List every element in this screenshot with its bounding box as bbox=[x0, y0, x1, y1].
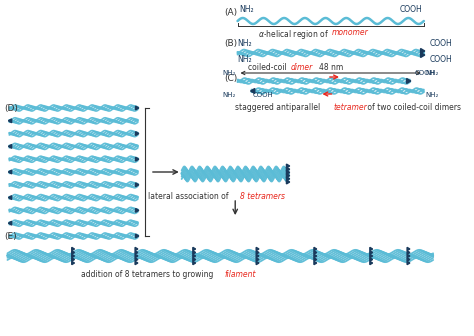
Text: NH₂: NH₂ bbox=[426, 70, 439, 76]
Polygon shape bbox=[193, 258, 196, 261]
Polygon shape bbox=[407, 79, 411, 83]
Text: dimer: dimer bbox=[291, 63, 313, 72]
Text: COOH: COOH bbox=[429, 39, 452, 48]
Text: of two coiled-coil dimers: of two coiled-coil dimers bbox=[365, 103, 461, 112]
Polygon shape bbox=[136, 157, 139, 161]
Polygon shape bbox=[407, 254, 410, 258]
Text: COOH: COOH bbox=[429, 55, 452, 64]
Polygon shape bbox=[72, 261, 74, 265]
Text: coiled-coil: coiled-coil bbox=[247, 63, 289, 72]
Polygon shape bbox=[420, 52, 425, 57]
Text: (B): (B) bbox=[225, 39, 237, 48]
Polygon shape bbox=[72, 258, 74, 261]
Polygon shape bbox=[286, 174, 290, 177]
Polygon shape bbox=[193, 254, 196, 258]
Polygon shape bbox=[135, 251, 138, 254]
Text: lateral association of: lateral association of bbox=[148, 192, 230, 201]
Polygon shape bbox=[314, 258, 317, 261]
Polygon shape bbox=[314, 254, 317, 258]
Polygon shape bbox=[9, 196, 12, 200]
Polygon shape bbox=[136, 106, 139, 110]
Polygon shape bbox=[136, 234, 139, 238]
Text: monomer: monomer bbox=[332, 28, 368, 37]
Polygon shape bbox=[135, 258, 138, 261]
Text: tetramer: tetramer bbox=[334, 103, 367, 112]
Text: NH₂: NH₂ bbox=[222, 70, 236, 76]
Polygon shape bbox=[286, 180, 290, 184]
Text: (A): (A) bbox=[225, 8, 237, 17]
Polygon shape bbox=[286, 167, 290, 171]
Text: filament: filament bbox=[225, 270, 256, 279]
Polygon shape bbox=[286, 177, 290, 181]
Polygon shape bbox=[286, 170, 290, 174]
Text: COOH: COOH bbox=[399, 5, 422, 14]
Text: (E): (E) bbox=[5, 232, 17, 241]
Polygon shape bbox=[193, 247, 196, 251]
Polygon shape bbox=[9, 119, 12, 123]
Text: NH₂: NH₂ bbox=[237, 39, 252, 48]
Polygon shape bbox=[256, 254, 259, 258]
Polygon shape bbox=[370, 258, 373, 261]
Text: NH₂: NH₂ bbox=[237, 55, 252, 64]
Polygon shape bbox=[370, 254, 373, 258]
Polygon shape bbox=[370, 251, 373, 254]
Polygon shape bbox=[256, 258, 259, 261]
Polygon shape bbox=[407, 247, 410, 251]
Polygon shape bbox=[420, 48, 425, 53]
Text: 8 tetramers: 8 tetramers bbox=[240, 192, 285, 201]
Polygon shape bbox=[193, 251, 196, 254]
Text: COOH: COOH bbox=[415, 70, 435, 76]
Text: (C): (C) bbox=[225, 74, 238, 83]
Polygon shape bbox=[286, 164, 290, 168]
Text: addition of 8 tetramers to growing: addition of 8 tetramers to growing bbox=[81, 270, 216, 279]
Polygon shape bbox=[370, 261, 373, 265]
Polygon shape bbox=[407, 251, 410, 254]
Polygon shape bbox=[135, 247, 138, 251]
Polygon shape bbox=[193, 261, 196, 265]
Text: (D): (D) bbox=[5, 104, 18, 113]
Polygon shape bbox=[136, 183, 139, 187]
Polygon shape bbox=[9, 170, 12, 174]
Polygon shape bbox=[256, 261, 259, 265]
Text: NH₂: NH₂ bbox=[239, 5, 254, 14]
Text: COOH: COOH bbox=[253, 92, 273, 98]
Polygon shape bbox=[370, 247, 373, 251]
Polygon shape bbox=[256, 247, 259, 251]
Polygon shape bbox=[9, 144, 12, 148]
Polygon shape bbox=[251, 88, 255, 93]
Text: 48 nm: 48 nm bbox=[319, 63, 343, 72]
Polygon shape bbox=[136, 132, 139, 135]
Text: NH₂: NH₂ bbox=[426, 92, 439, 98]
Polygon shape bbox=[9, 221, 12, 225]
Polygon shape bbox=[407, 261, 410, 265]
Polygon shape bbox=[135, 254, 138, 258]
Polygon shape bbox=[135, 261, 138, 265]
Polygon shape bbox=[72, 254, 74, 258]
Polygon shape bbox=[72, 247, 74, 251]
Polygon shape bbox=[72, 251, 74, 254]
Text: staggered antiparallel: staggered antiparallel bbox=[235, 103, 322, 112]
Text: NH₂: NH₂ bbox=[222, 92, 236, 98]
Polygon shape bbox=[407, 258, 410, 261]
Polygon shape bbox=[314, 247, 317, 251]
Polygon shape bbox=[314, 251, 317, 254]
Polygon shape bbox=[136, 208, 139, 212]
Polygon shape bbox=[256, 251, 259, 254]
Text: $\alpha$-helical region of: $\alpha$-helical region of bbox=[257, 28, 329, 41]
Polygon shape bbox=[314, 261, 317, 265]
